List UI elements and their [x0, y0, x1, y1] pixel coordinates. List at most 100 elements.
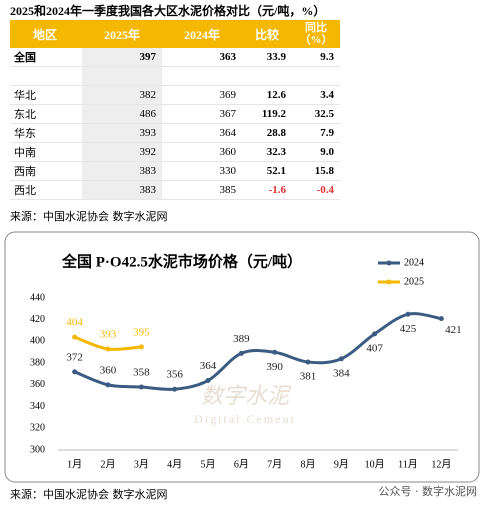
table-cell: 28.8: [242, 123, 292, 143]
data-label: 389: [233, 333, 250, 345]
x-tick-label: 3月: [134, 458, 149, 470]
table-cell: 383: [82, 180, 162, 200]
point: [438, 316, 444, 322]
table-cell: 119.2: [242, 104, 292, 124]
x-tick-label: 10月: [365, 458, 385, 470]
table-cell: 地区: [10, 20, 82, 48]
table-row: [10, 66, 340, 86]
point: [205, 378, 211, 384]
table-cell: -1.6: [242, 180, 292, 200]
point: [72, 369, 78, 375]
table-row: 地区 2025年 2024年 比较 同比（%）: [10, 20, 340, 48]
y-tick-label: 380: [30, 357, 45, 368]
point: [372, 331, 378, 337]
table-cell: 9.3: [292, 48, 340, 67]
watermark: 数字水泥: [201, 383, 292, 408]
watermark: Digital Cement: [194, 412, 296, 426]
x-tick-label: 9月: [334, 458, 349, 470]
table-cell: 385: [162, 180, 242, 200]
legend-label: 2024: [404, 257, 424, 268]
point: [272, 349, 278, 355]
x-tick-label: 7月: [267, 458, 282, 470]
table-cell: 2025年: [82, 20, 162, 48]
point: [305, 359, 311, 365]
table-cell: 486: [82, 104, 162, 124]
table-cell: 330: [162, 161, 242, 181]
table-row: 华北 382 369 12.6 3.4: [10, 85, 340, 105]
table-row: 西北 383 385 -1.6 -0.4: [10, 180, 340, 200]
data-label: 360: [100, 364, 117, 376]
point: [105, 382, 111, 388]
x-tick-label: 1月: [67, 458, 82, 470]
data-label: 407: [366, 342, 383, 354]
table-cell: [162, 66, 242, 86]
data-label: 356: [166, 369, 183, 381]
data-label: 384: [333, 367, 350, 379]
legend-marker: [386, 279, 392, 285]
point: [138, 344, 144, 350]
point: [238, 350, 244, 356]
table-cell: 华东: [10, 123, 82, 143]
table-title: 2025和2024年一季度我国各大区水泥价格对比（元/吨，%）: [10, 4, 326, 18]
table-cell: 东北: [10, 104, 82, 124]
chart-title: 全国 P·O42.5水泥市场价格（元/吨）: [61, 252, 302, 270]
x-tick-label: 2月: [101, 458, 116, 470]
table-cell: [10, 66, 82, 86]
y-tick-label: 340: [30, 401, 45, 412]
point: [338, 356, 344, 362]
table-cell: 2024年: [162, 20, 242, 48]
y-tick-label: 360: [30, 379, 45, 390]
table-cell: 9.0: [292, 142, 340, 162]
table-cell: 西南: [10, 161, 82, 181]
table-cell: [292, 66, 340, 86]
table-cell: 369: [162, 85, 242, 105]
y-tick-label: 320: [30, 423, 45, 434]
x-tick-label: 8月: [301, 458, 316, 470]
table-cell: 382: [82, 85, 162, 105]
table-row: 东北 486 367 119.2 32.5: [10, 104, 340, 124]
table-cell: 15.8: [292, 161, 340, 181]
table-cell: 383: [82, 161, 162, 181]
y-tick-label: 440: [30, 292, 45, 303]
table-cell: 32.3: [242, 142, 292, 162]
table-row: 西南 383 330 52.1 15.8: [10, 161, 340, 181]
line-series: [74, 312, 442, 391]
x-tick-label: 12月: [431, 458, 451, 470]
point: [172, 386, 178, 392]
table-cell: 397: [82, 48, 162, 67]
table-cell: 32.5: [292, 104, 340, 124]
y-tick-label: 420: [30, 314, 45, 325]
data-label: 395: [133, 326, 150, 338]
data-label: 358: [133, 367, 150, 379]
table-cell: 比较: [242, 20, 292, 48]
point: [105, 346, 111, 352]
table-cell: 33.9: [242, 48, 292, 67]
point: [138, 384, 144, 390]
table-cell: 中南: [10, 142, 82, 162]
table-row: 华东 393 364 28.8 7.9: [10, 123, 340, 143]
table-cell: 367: [162, 104, 242, 124]
table-cell: 全国: [10, 48, 82, 67]
table-source: 来源：中国水泥协会 数字水泥网: [10, 210, 168, 223]
data-label: 425: [400, 323, 417, 335]
data-label: 421: [445, 324, 462, 336]
table-row: 中南 392 360 32.3 9.0: [10, 142, 340, 162]
x-tick-label: 6月: [234, 458, 249, 470]
footer: 公众号 · 数字水泥网: [378, 485, 478, 498]
table-cell: 西北: [10, 180, 82, 200]
table-cell: 52.1: [242, 161, 292, 181]
price-table: 地区 2025年 2024年 比较 同比（%） 全国 397 363 33.9 9.3 华北 382 3…: [10, 20, 340, 200]
data-label: 404: [66, 317, 83, 329]
x-tick-label: 5月: [201, 458, 216, 470]
table-cell: 3.4: [292, 85, 340, 105]
table-cell: -0.4: [292, 180, 340, 200]
table-cell: [82, 66, 162, 86]
table-cell: 392: [82, 142, 162, 162]
legend-label: 2025: [404, 276, 424, 287]
table-row: 全国 397 363 33.9 9.3: [10, 48, 340, 67]
point: [405, 311, 411, 317]
table-cell: 12.6: [242, 85, 292, 105]
y-tick-label: 400: [30, 336, 45, 347]
